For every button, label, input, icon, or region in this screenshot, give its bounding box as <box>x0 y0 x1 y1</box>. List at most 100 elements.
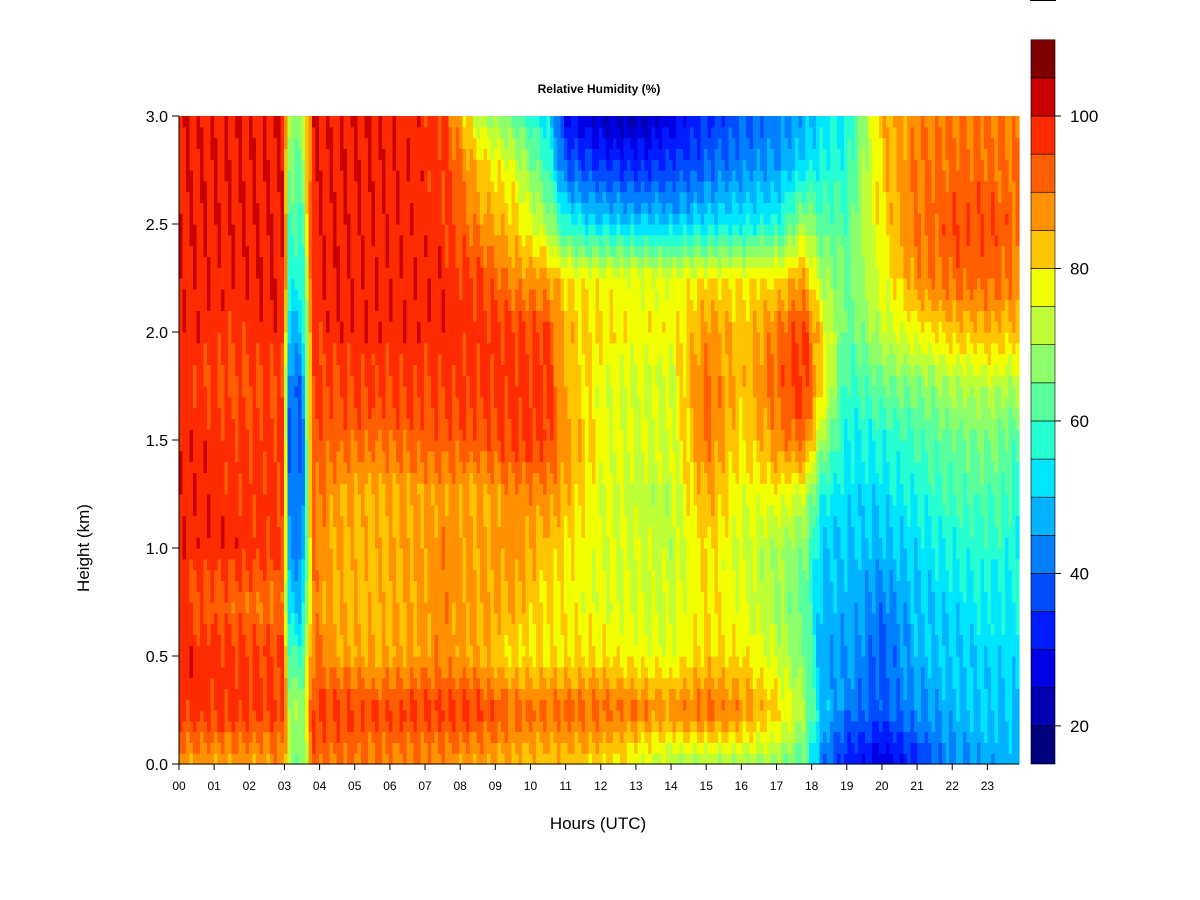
heatmap-cell <box>322 742 327 754</box>
heatmap-cell <box>308 558 313 571</box>
heatmap-cell <box>270 126 275 139</box>
heatmap-cell <box>389 202 394 214</box>
heatmap-cell <box>378 645 383 657</box>
heatmap-cell <box>203 396 208 409</box>
heatmap-cell <box>252 116 257 128</box>
heatmap-cell <box>266 418 271 430</box>
heatmap-cell <box>203 180 208 193</box>
heatmap-cell <box>305 548 310 560</box>
heatmap-cell <box>403 569 408 581</box>
heatmap-cell <box>319 299 324 311</box>
heatmap-cell <box>392 224 397 236</box>
heatmap-cell <box>396 677 401 689</box>
heatmap-cell <box>214 623 219 635</box>
heatmap-cell <box>312 742 317 754</box>
heatmap-cell <box>210 688 215 700</box>
heatmap-cell <box>417 332 422 344</box>
heatmap-cell <box>438 666 443 679</box>
heatmap-cell <box>452 245 457 257</box>
heatmap-cell <box>291 731 296 743</box>
heatmap-cell <box>466 137 471 149</box>
heatmap-cell <box>368 515 373 527</box>
heatmap-cell <box>333 558 338 571</box>
heatmap-cell <box>417 666 422 679</box>
heatmap-cell <box>217 321 222 333</box>
heatmap-cell <box>385 731 390 743</box>
heatmap-cell <box>459 526 464 538</box>
heatmap-cell <box>336 526 341 538</box>
heatmap-cell <box>266 191 271 203</box>
heatmap-cell <box>308 731 313 743</box>
heatmap-cell <box>392 742 397 754</box>
heatmap-cell <box>231 116 236 128</box>
heatmap-cell <box>459 710 464 722</box>
heatmap-cell <box>245 450 250 463</box>
heatmap-cell <box>445 278 450 290</box>
heatmap-cell <box>392 353 397 365</box>
heatmap-cell <box>354 213 359 225</box>
heatmap-cell <box>434 288 439 301</box>
heatmap-cell <box>354 656 359 668</box>
heatmap-cell <box>445 558 450 571</box>
heatmap-cell <box>182 450 187 463</box>
heatmap-cell <box>280 288 285 301</box>
heatmap-cell <box>182 677 187 689</box>
heatmap-cell <box>196 321 201 333</box>
heatmap-cell <box>368 213 373 225</box>
heatmap-cell <box>343 267 348 279</box>
heatmap-cell <box>368 180 373 193</box>
heatmap-cell <box>350 278 355 290</box>
heatmap-cell <box>420 418 425 430</box>
heatmap-cell <box>245 461 250 473</box>
heatmap-cell <box>329 191 334 203</box>
heatmap-cell <box>448 256 453 268</box>
heatmap-cell <box>200 148 205 160</box>
heatmap-cell <box>406 569 411 581</box>
heatmap-cell <box>214 548 219 560</box>
heatmap-cell <box>350 710 355 722</box>
heatmap-cell <box>420 591 425 603</box>
heatmap-cell <box>263 742 268 754</box>
heatmap-cell <box>200 278 205 290</box>
heatmap-cell <box>354 526 359 538</box>
heatmap-cell <box>315 267 320 279</box>
heatmap-cell <box>364 440 369 452</box>
heatmap-cell <box>452 429 457 441</box>
heatmap-cell <box>336 602 341 614</box>
heatmap-cell <box>410 515 415 527</box>
heatmap-cell <box>231 623 236 635</box>
heatmap-cell <box>445 224 450 236</box>
heatmap-cell <box>252 256 257 268</box>
heatmap-cell <box>364 666 369 679</box>
heatmap-cell <box>340 504 345 517</box>
heatmap-cell <box>347 548 352 560</box>
heatmap-cell <box>266 148 271 160</box>
heatmap-cell <box>434 332 439 344</box>
heatmap-cell <box>350 180 355 193</box>
heatmap-cell <box>315 332 320 344</box>
heatmap-cell <box>378 137 383 149</box>
heatmap-cell <box>270 375 275 387</box>
heatmap-cell <box>448 310 453 322</box>
heatmap-cell <box>280 126 285 139</box>
heatmap-cell <box>329 202 334 214</box>
heatmap-cell <box>238 418 243 430</box>
heatmap-cell <box>238 191 243 203</box>
heatmap-cell <box>249 699 254 711</box>
heatmap-cell <box>396 699 401 711</box>
heatmap-cell <box>434 677 439 689</box>
heatmap-cell <box>410 602 415 614</box>
heatmap-cell <box>375 461 380 473</box>
heatmap-cell <box>210 202 215 214</box>
heatmap-cell <box>291 677 296 689</box>
heatmap-cell <box>196 224 201 236</box>
heatmap-cell <box>224 202 229 214</box>
heatmap-cell <box>315 386 320 398</box>
heatmap-cell <box>329 310 334 322</box>
heatmap-cell <box>441 645 446 657</box>
heatmap-cell <box>189 191 194 203</box>
heatmap-cell <box>312 591 317 603</box>
heatmap-cell <box>203 267 208 279</box>
heatmap-cell <box>399 310 404 322</box>
heatmap-cell <box>333 688 338 700</box>
